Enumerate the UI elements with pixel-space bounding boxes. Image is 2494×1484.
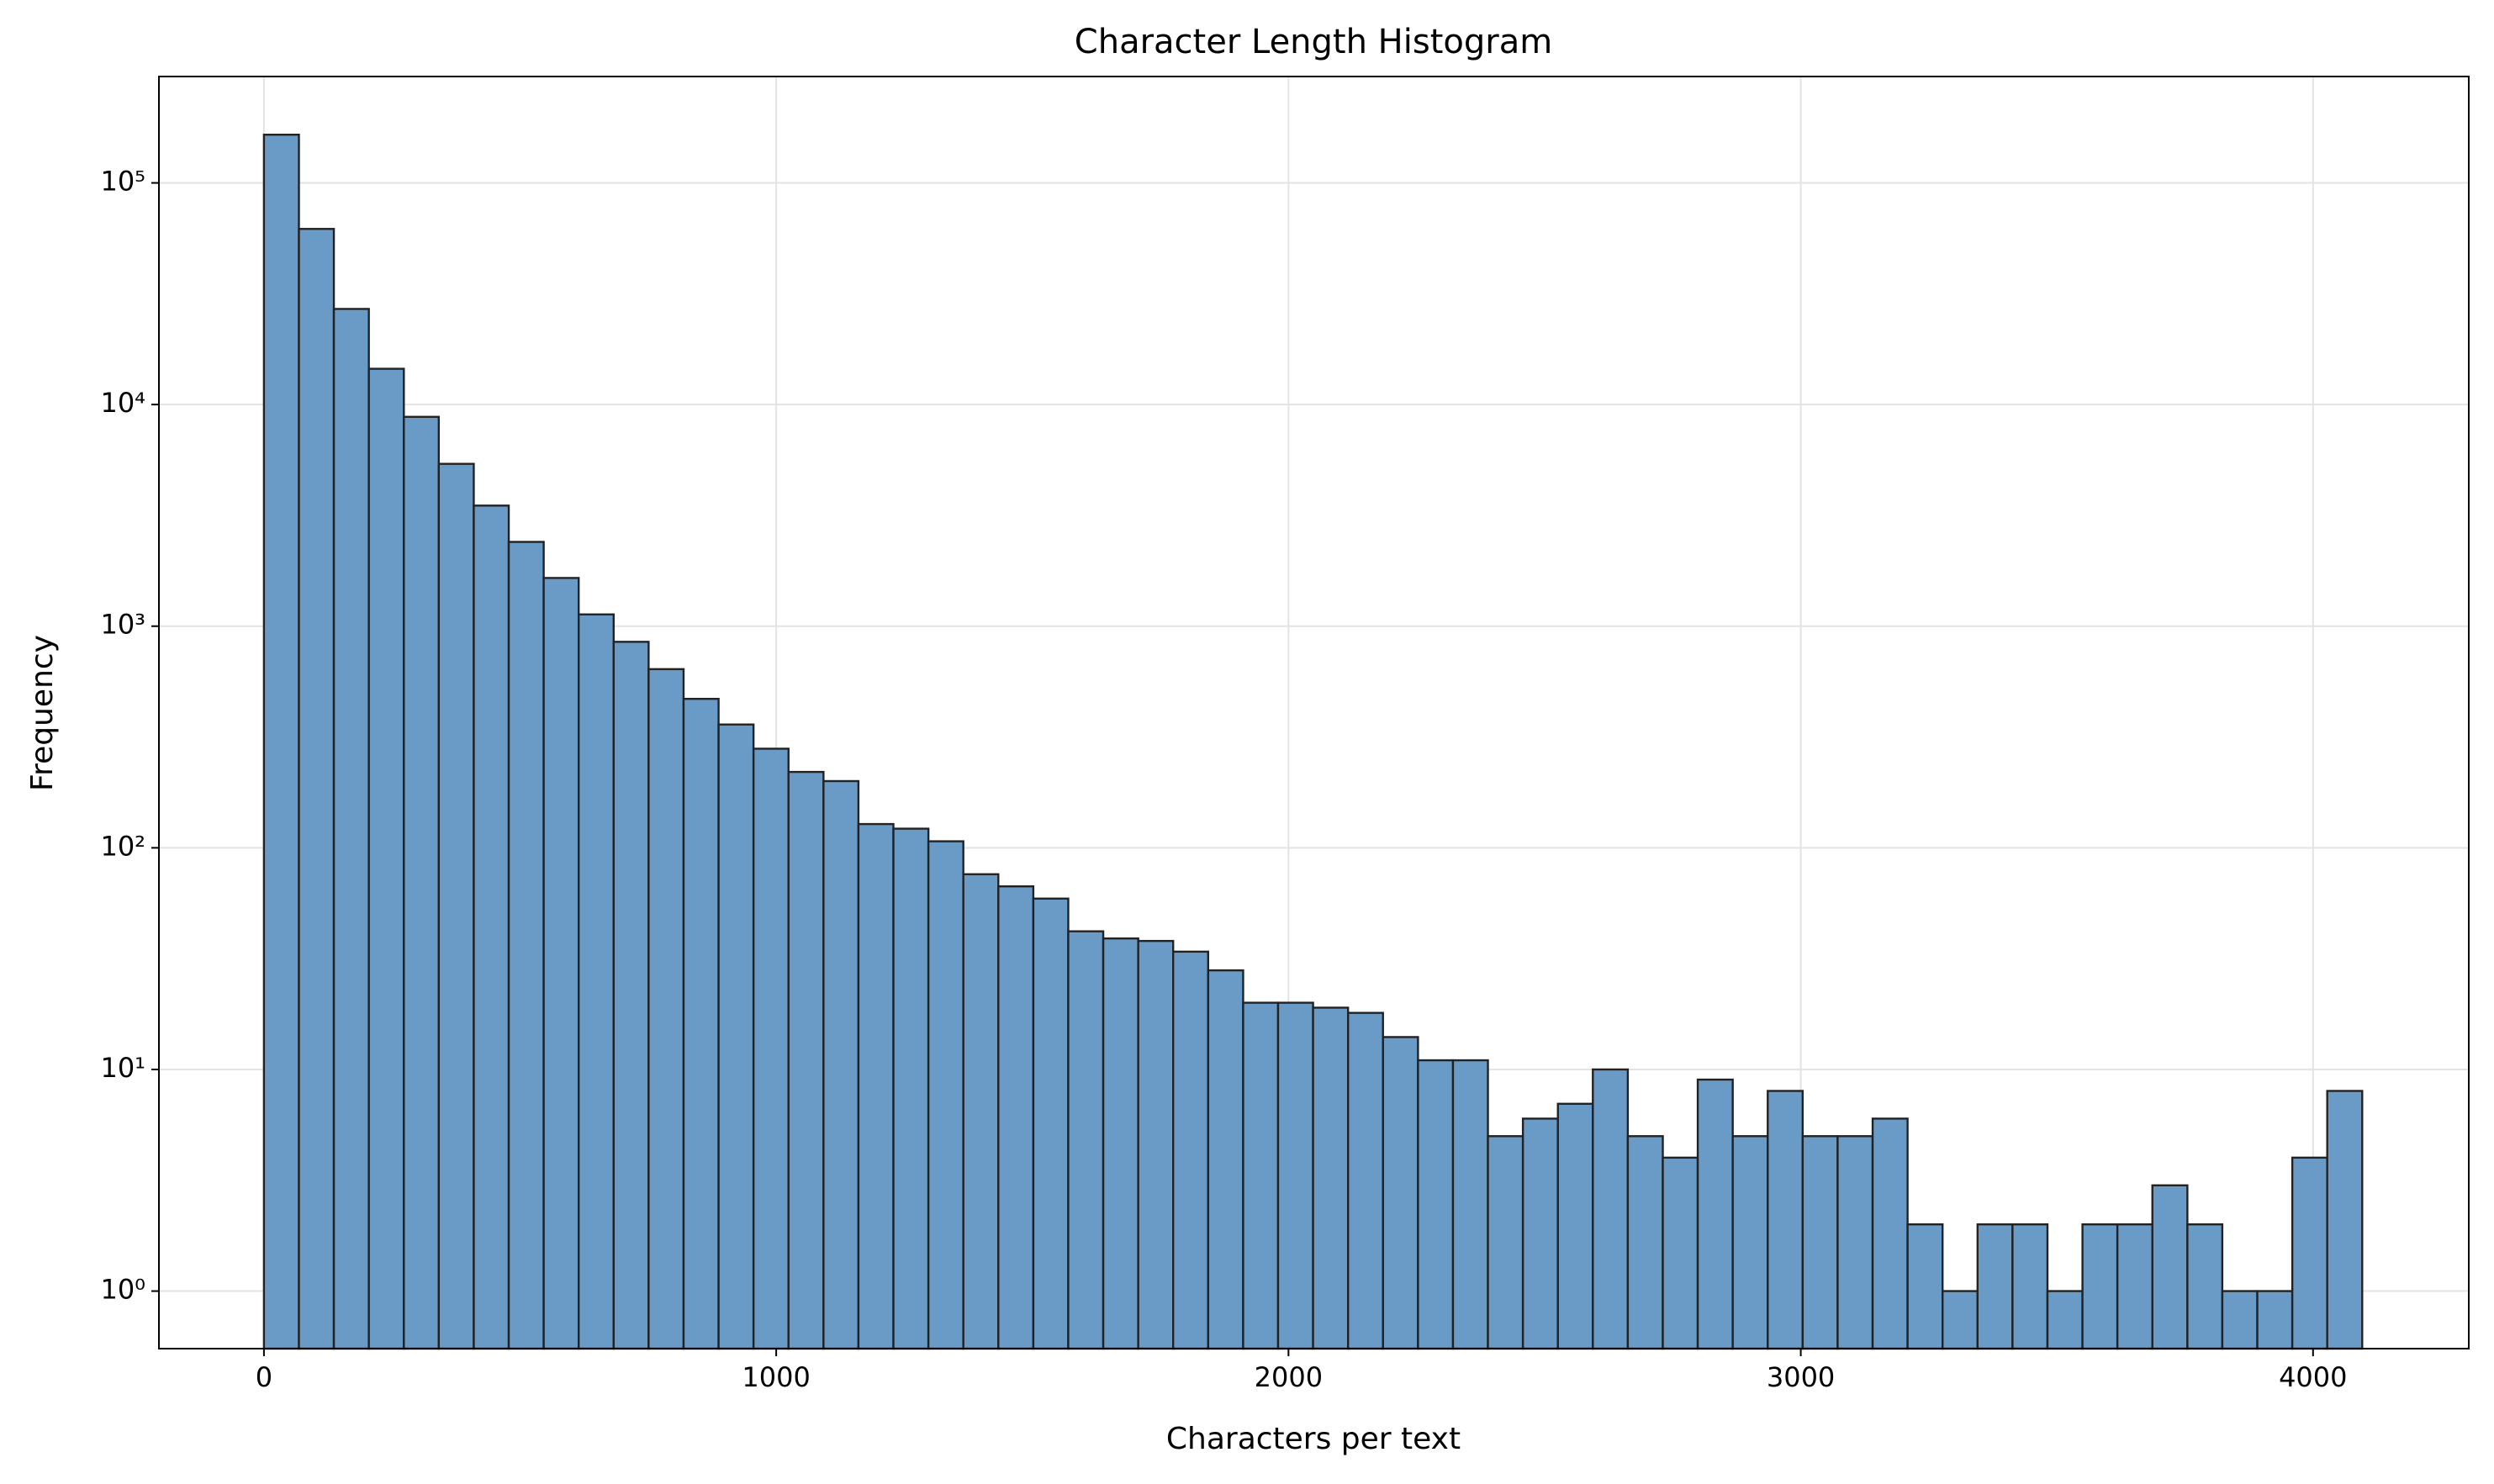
bar: [2291, 1156, 2328, 1350]
bar: [437, 462, 475, 1350]
bar: [1172, 950, 1210, 1350]
bar: [2151, 1184, 2189, 1350]
bar: [1801, 1135, 1839, 1350]
y-tick-label: 10⁰: [100, 1274, 145, 1306]
bar: [647, 668, 685, 1350]
bar: [1276, 1001, 1314, 1350]
bar: [403, 415, 441, 1350]
x-tick-label: 2000: [1255, 1361, 1323, 1393]
bar: [507, 541, 545, 1350]
bar: [1451, 1059, 1489, 1350]
bar: [857, 822, 895, 1350]
y-tick-label: 10³: [100, 609, 145, 641]
bar: [1662, 1156, 1699, 1350]
chart-title: Character Length Histogram: [1075, 23, 1552, 61]
bar: [787, 770, 825, 1350]
x-axis-label: Characters per text: [1166, 1422, 1461, 1456]
bar: [1767, 1090, 1804, 1350]
bar: [1346, 1011, 1384, 1350]
bar: [682, 697, 720, 1350]
bar: [1207, 969, 1244, 1350]
bar: [298, 228, 336, 1350]
bar: [1521, 1117, 1559, 1350]
bar: [1487, 1135, 1524, 1350]
bar: [822, 779, 860, 1350]
bar: [1942, 1290, 1979, 1350]
bar: [717, 723, 755, 1350]
bar: [2011, 1223, 2049, 1350]
bar: [2081, 1223, 2119, 1350]
bar: [1626, 1135, 1664, 1350]
bar: [612, 641, 650, 1350]
x-tick-label: 1000: [742, 1361, 810, 1393]
bar: [997, 885, 1035, 1350]
y-tick-label: 10⁵: [100, 166, 145, 198]
bar: [1592, 1068, 1630, 1350]
bar: [2046, 1290, 2084, 1350]
bar: [1556, 1102, 1594, 1350]
bar: [473, 504, 510, 1350]
bar: [1976, 1223, 2014, 1350]
bar: [752, 747, 790, 1350]
x-tick-label: 4000: [2279, 1361, 2347, 1393]
bar: [1871, 1117, 1909, 1350]
bar: [262, 134, 300, 1350]
bar: [1137, 939, 1175, 1350]
bar: [1312, 1006, 1350, 1350]
y-axis-label: Frequency: [25, 635, 60, 791]
bar: [1067, 930, 1105, 1350]
bar: [2186, 1223, 2224, 1350]
bar: [332, 308, 370, 1350]
y-tick-label: 10¹: [100, 1052, 145, 1084]
x-tick-label: 0: [256, 1361, 272, 1393]
y-tick-label: 10⁴: [100, 387, 145, 419]
bar: [1906, 1223, 1944, 1350]
bar: [892, 827, 930, 1350]
bar: [542, 577, 580, 1350]
y-tick-label: 10²: [100, 830, 145, 862]
bar: [367, 367, 405, 1350]
bar: [1417, 1059, 1455, 1350]
bar: [1102, 937, 1139, 1350]
bar: [577, 613, 616, 1350]
bar: [2116, 1223, 2153, 1350]
x-tick-label: 3000: [1767, 1361, 1835, 1393]
bar: [1032, 897, 1070, 1350]
bar: [1242, 1001, 1280, 1350]
bar: [1696, 1078, 1734, 1350]
bar: [2326, 1090, 2364, 1350]
bar: [1382, 1036, 1419, 1350]
bar: [927, 840, 964, 1350]
bar: [962, 873, 1000, 1350]
bar: [1731, 1135, 1769, 1350]
plot-frame: [158, 76, 2470, 1349]
bar: [2221, 1290, 2259, 1350]
bar: [1836, 1135, 1874, 1350]
bar: [2256, 1290, 2294, 1350]
